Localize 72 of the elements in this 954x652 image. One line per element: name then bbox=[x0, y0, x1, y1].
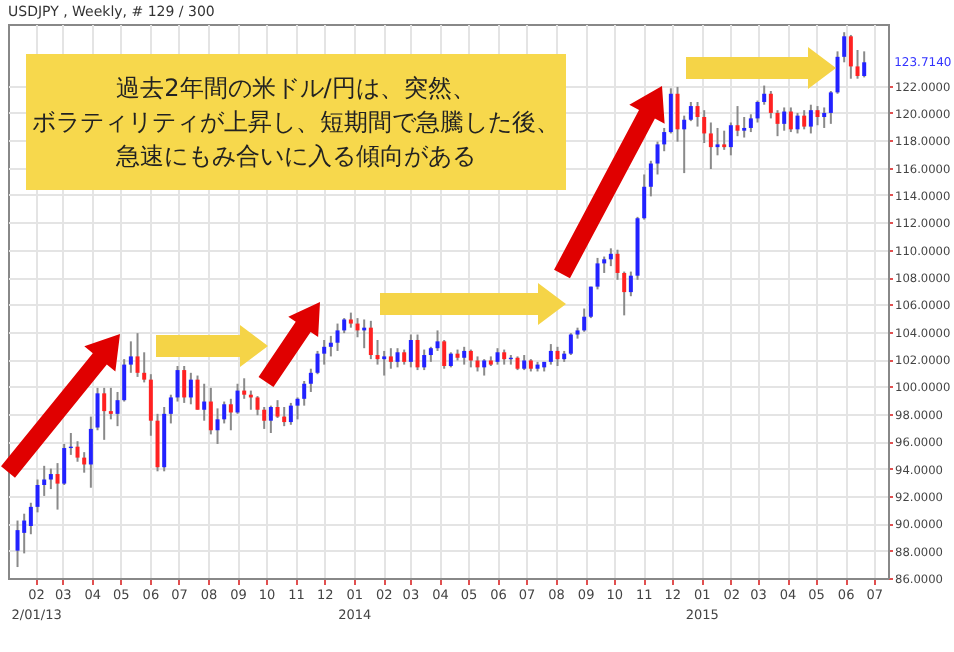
candlestick bbox=[555, 345, 560, 367]
candlestick bbox=[155, 412, 160, 473]
candlestick bbox=[415, 333, 420, 372]
candlestick bbox=[702, 109, 707, 145]
candlestick bbox=[395, 347, 400, 369]
candlestick bbox=[855, 48, 860, 80]
candlestick bbox=[795, 111, 800, 135]
candlestick bbox=[168, 393, 173, 425]
candlestick bbox=[175, 364, 180, 403]
candlestick bbox=[782, 106, 787, 132]
candlestick bbox=[768, 90, 773, 120]
candlestick bbox=[202, 382, 207, 422]
candlestick bbox=[308, 367, 313, 393]
candlestick bbox=[408, 333, 413, 369]
candlestick bbox=[715, 126, 720, 157]
candlestick bbox=[368, 319, 373, 361]
candlestick bbox=[422, 348, 427, 372]
candlestick bbox=[55, 462, 60, 511]
candlestick bbox=[682, 114, 687, 175]
candlestick bbox=[815, 105, 820, 127]
candlestick bbox=[228, 397, 233, 432]
candlestick bbox=[28, 501, 33, 536]
candlestick bbox=[128, 340, 133, 374]
candlestick bbox=[568, 332, 573, 357]
candlestick bbox=[848, 33, 853, 80]
candlestick bbox=[208, 386, 213, 436]
annotation: ボラティリティが上昇し、短期間で急騰した後、 bbox=[32, 105, 560, 139]
candlestick bbox=[102, 386, 107, 441]
candlestick bbox=[628, 270, 633, 298]
candlestick bbox=[808, 103, 813, 135]
candlestick bbox=[728, 121, 733, 157]
candlestick bbox=[648, 159, 653, 198]
candlestick bbox=[708, 121, 713, 170]
candlestick bbox=[95, 386, 100, 432]
candlestick bbox=[268, 404, 273, 434]
candlestick bbox=[688, 100, 693, 123]
candlestick bbox=[735, 105, 740, 138]
candlestick bbox=[182, 364, 187, 404]
candlestick bbox=[288, 401, 293, 426]
candlestick bbox=[802, 109, 807, 131]
candlestick bbox=[148, 373, 153, 437]
candlestick bbox=[862, 50, 867, 79]
candlestick bbox=[742, 116, 747, 139]
candlestick bbox=[582, 307, 587, 333]
candlestick bbox=[88, 415, 93, 489]
candlestick bbox=[322, 338, 327, 366]
candlestick bbox=[588, 285, 593, 320]
candlestick bbox=[548, 343, 553, 366]
candlestick bbox=[382, 349, 387, 377]
candlestick bbox=[135, 332, 140, 378]
candlestick bbox=[242, 377, 247, 400]
candlestick bbox=[788, 106, 793, 134]
annotation: 急速にもみ合いに入る傾向がある bbox=[116, 139, 476, 173]
candlestick bbox=[442, 338, 447, 370]
candlestick bbox=[388, 347, 393, 370]
candlestick bbox=[668, 87, 673, 135]
candlestick bbox=[15, 519, 20, 569]
candlestick bbox=[595, 256, 600, 291]
candlestick bbox=[775, 109, 780, 138]
candlestick bbox=[282, 406, 287, 428]
candlestick bbox=[235, 382, 240, 415]
candlestick bbox=[328, 334, 333, 358]
candlestick bbox=[48, 467, 53, 491]
candlestick bbox=[435, 329, 440, 352]
candlestick bbox=[722, 129, 727, 151]
candlestick bbox=[335, 322, 340, 352]
candlestick bbox=[215, 407, 220, 445]
candlestick bbox=[828, 90, 833, 125]
annotation: 過去2年間の米ドル/円は、突然、 bbox=[116, 71, 476, 105]
candlestick bbox=[188, 371, 193, 406]
candlestick bbox=[108, 386, 113, 421]
candlestick bbox=[822, 106, 827, 129]
